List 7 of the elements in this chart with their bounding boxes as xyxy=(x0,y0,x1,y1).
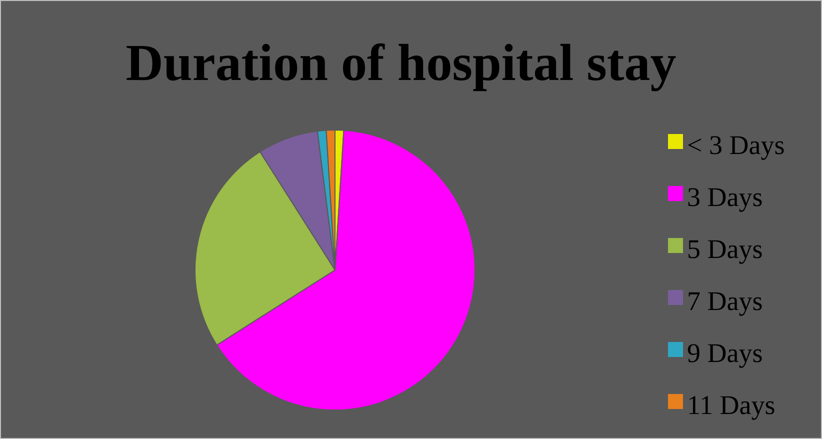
legend-label: 9 Days xyxy=(687,338,763,368)
chart-title: Duration of hospital stay xyxy=(126,35,676,92)
legend-label: 3 Days xyxy=(687,182,763,212)
legend-label: < 3 Days xyxy=(687,130,785,160)
legend-label: 5 Days xyxy=(687,234,763,264)
legend-label: 11 Days xyxy=(687,390,776,420)
legend-label: 7 Days xyxy=(687,286,763,316)
